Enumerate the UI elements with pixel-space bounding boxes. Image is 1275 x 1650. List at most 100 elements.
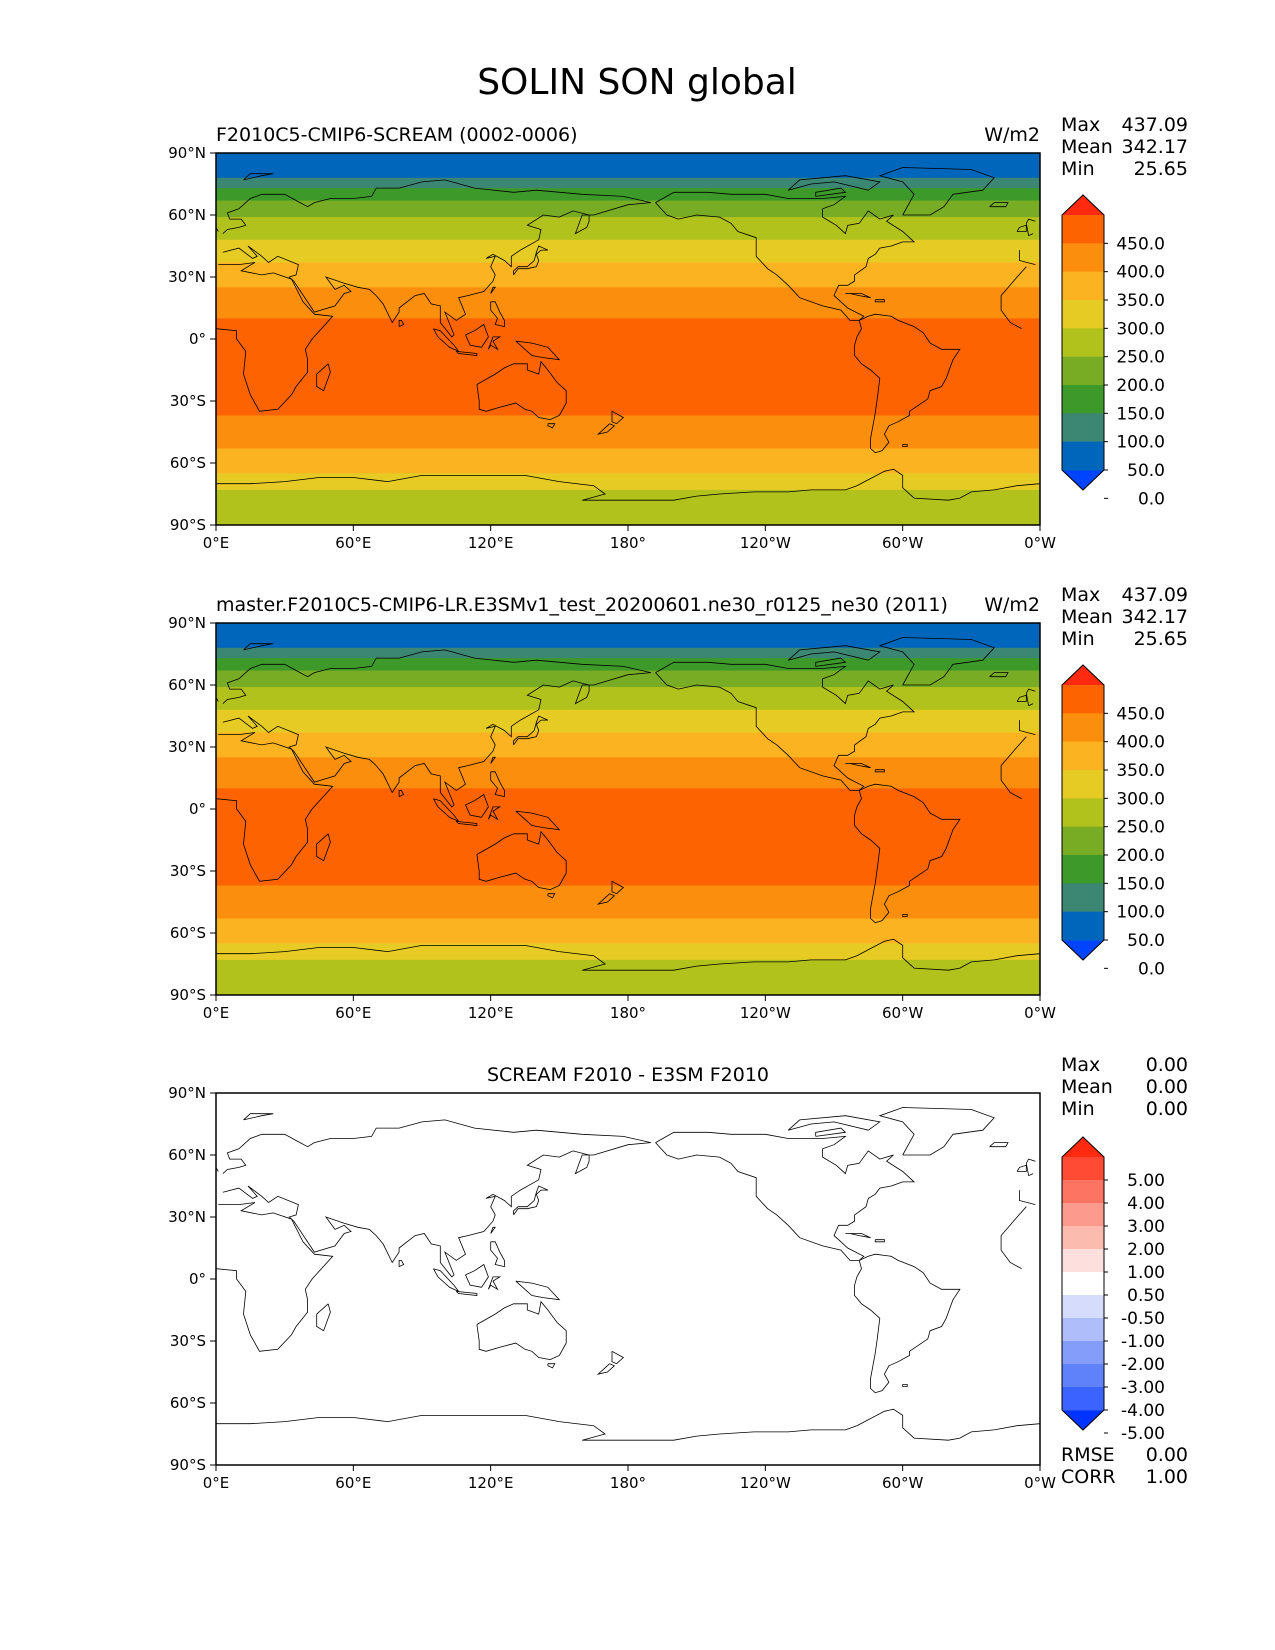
lat-band	[216, 188, 1040, 202]
coastline	[902, 914, 908, 917]
lat-tick-label: 90°S	[170, 986, 206, 1004]
coastline	[845, 293, 871, 299]
coastline	[878, 1107, 995, 1156]
lat-band	[216, 448, 1040, 474]
coastline	[490, 1241, 505, 1268]
coastline	[488, 806, 502, 821]
colorbar-label: 50.0	[1127, 931, 1165, 951]
lon-tick-label: 60°E	[335, 534, 371, 552]
lat-tick-label: 0°	[189, 800, 206, 818]
stat-label: Mean	[1061, 136, 1113, 158]
colorbar-label: 0.0	[1138, 959, 1165, 979]
colorbar-band	[1062, 1203, 1104, 1227]
lat-tick-label: 30°S	[170, 862, 206, 880]
coastline	[398, 1260, 405, 1267]
coastline	[815, 1127, 847, 1137]
coastline	[547, 893, 556, 899]
colorbar-label: 350.0	[1116, 761, 1165, 781]
lat-band	[216, 489, 1040, 525]
lat-band	[216, 287, 1040, 319]
lat-tick-label: 30°N	[168, 1208, 206, 1226]
lat-band	[216, 623, 1040, 649]
coastline	[596, 893, 616, 905]
coastline	[1025, 218, 1036, 236]
colorbar-band	[1062, 271, 1104, 301]
colorbar-band	[1062, 1157, 1104, 1181]
lat-tick-label: 90°S	[170, 1456, 206, 1474]
panel-left-title: master.F2010C5-CMIP6-LR.E3SMv1_test_2020…	[216, 594, 948, 616]
colorbar-label: 4.00	[1127, 1194, 1165, 1214]
colorbar-band	[1062, 911, 1104, 941]
lat-band	[216, 658, 1040, 672]
lon-tick-label: 60°E	[335, 1004, 371, 1022]
coastline	[1028, 703, 1034, 707]
lon-tick-label: 120°E	[468, 1004, 514, 1022]
coastline	[490, 1226, 496, 1234]
lat-tick-label: 60°S	[170, 1394, 206, 1412]
coastline	[902, 1384, 908, 1387]
coastline	[476, 360, 567, 421]
colorbar-label: -1.00	[1121, 1332, 1165, 1352]
coastline	[787, 645, 881, 661]
stat-value: 25.65	[1134, 158, 1188, 180]
lon-tick-label: 0°W	[1024, 1004, 1056, 1022]
coastline	[854, 783, 961, 924]
coastline	[465, 1263, 489, 1288]
colorbar-band	[1062, 356, 1104, 386]
colorbar-label: 200.0	[1116, 376, 1165, 396]
coastline	[1019, 1190, 1036, 1205]
lat-band	[216, 788, 1040, 887]
coastline	[465, 323, 489, 348]
stat-label: Mean	[1061, 1076, 1113, 1098]
axes: 0°E 60°E 120°E 180° 120°W 60°W 0°W 90°N 60°N 30°N…	[168, 1084, 1056, 1492]
coastline	[456, 1291, 478, 1296]
coastline	[490, 771, 505, 798]
colorbar-label: -0.50	[1121, 1309, 1165, 1329]
lon-tick-label: 120°E	[468, 534, 514, 552]
colorbar-label: 400.0	[1116, 733, 1165, 753]
coastline	[476, 830, 567, 891]
lat-tick-label: 60°N	[168, 676, 206, 694]
stat-label: Max	[1061, 114, 1100, 136]
coastline	[490, 301, 505, 328]
colorbar-band	[1062, 826, 1104, 856]
coastlines	[216, 637, 1040, 971]
colorbar-label: 100.0	[1116, 433, 1165, 453]
lat-band	[216, 918, 1040, 944]
lat-tick-label: 60°N	[168, 206, 206, 224]
lat-tick-label: 90°N	[168, 144, 206, 162]
lat-band	[216, 262, 1040, 288]
coastline	[216, 1408, 1040, 1441]
coastline	[874, 1239, 885, 1243]
coastline	[456, 821, 478, 826]
coastlines	[216, 1107, 1040, 1441]
coastline	[989, 672, 1009, 678]
coastline	[488, 336, 502, 351]
coastline	[398, 790, 405, 797]
colorbar-label: 450.0	[1116, 704, 1165, 724]
colorbar-band	[1062, 685, 1104, 714]
coastline	[874, 299, 885, 303]
coastline	[216, 938, 1040, 971]
coastline	[611, 880, 625, 895]
coastline	[218, 1202, 255, 1205]
coastline	[878, 167, 995, 216]
colorbar-band	[1062, 883, 1104, 913]
coastline	[316, 833, 331, 862]
colorbar-label: 3.00	[1127, 1217, 1165, 1237]
colorbar-label: 350.0	[1116, 291, 1165, 311]
lat-band	[216, 732, 1040, 758]
coastline	[513, 715, 549, 746]
coastline	[547, 1363, 556, 1369]
colorbar-extension-max	[1062, 665, 1104, 685]
colorbar-band	[1062, 1318, 1104, 1342]
stat-label: Min	[1061, 158, 1095, 180]
colorbar-band	[1062, 1341, 1104, 1365]
coastline	[845, 1233, 871, 1239]
colorbar-extension-min	[1062, 1410, 1104, 1430]
lon-tick-label: 120°W	[740, 1474, 791, 1492]
stats: Max 0.00 Mean 0.00 Min 0.00	[1061, 1054, 1188, 1120]
coastline	[611, 410, 625, 425]
lat-band	[216, 239, 1040, 264]
lon-tick-label: 120°E	[468, 1474, 514, 1492]
